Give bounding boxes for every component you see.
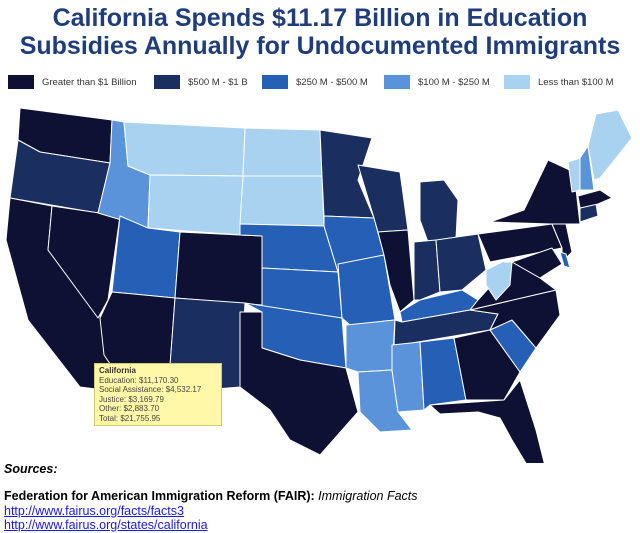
state-ga[interactable] <box>453 329 521 401</box>
state-ny[interactable] <box>489 159 581 225</box>
tooltip-education: Education: $11,170.30 <box>99 375 179 385</box>
map-legend: Greater than $1 Billion $500 M - $1 B $2… <box>8 74 638 92</box>
tooltip-state-name: California <box>99 366 136 375</box>
legend-label-tier-1: Greater than $1 Billion <box>42 76 137 88</box>
state-md[interactable] <box>511 247 563 279</box>
tooltip-total: Total: $21,755.95 <box>99 413 161 423</box>
state-ma[interactable] <box>577 189 613 209</box>
legend-item-tier-4: $100 M - $250 M <box>384 74 490 90</box>
legend-swatch-tier-3 <box>262 75 288 89</box>
title-line-2: Subsidies Annually for Undocumented Immi… <box>19 32 621 60</box>
legend-label-tier-2: $500 M - $1 B <box>188 76 248 88</box>
state-al[interactable] <box>419 337 467 411</box>
state-wy[interactable] <box>147 174 244 236</box>
legend-label-tier-5: Less than $100 M <box>538 76 614 88</box>
state-co[interactable] <box>174 231 263 306</box>
legend-item-tier-5: Less than $100 M <box>504 74 614 90</box>
state-wv[interactable] <box>485 261 513 301</box>
state-ms[interactable] <box>391 341 425 413</box>
legend-swatch-tier-5 <box>504 75 530 89</box>
state-nc[interactable] <box>469 289 561 349</box>
state-tx[interactable] <box>239 311 359 456</box>
tooltip-other: Other: $2,883.70 <box>99 404 160 414</box>
sources-heading: Sources: <box>4 462 58 476</box>
legend-item-tier-2: $500 M - $1 B <box>154 74 248 90</box>
tooltip-social-assistance: Social Assistance: $4,532.17 <box>99 385 202 395</box>
legend-swatch-tier-1 <box>8 75 34 89</box>
state-de[interactable] <box>559 251 571 269</box>
state-fl[interactable] <box>429 379 546 463</box>
us-choropleth-map <box>5 107 633 463</box>
state-mt[interactable] <box>123 121 246 177</box>
state-nd[interactable] <box>242 127 323 177</box>
legend-label-tier-4: $100 M - $250 M <box>418 76 490 88</box>
state-oh[interactable] <box>435 233 487 293</box>
legend-item-tier-1: Greater than $1 Billion <box>8 74 137 90</box>
source-link-facts[interactable]: http://www.fairus.org/facts/facts3 <box>4 504 184 518</box>
legend-swatch-tier-2 <box>154 75 180 89</box>
california-tooltip: California Education: $11,170.30 Social … <box>94 363 222 426</box>
tooltip-justice: Justice: $3,169.79 <box>99 394 164 404</box>
state-sd[interactable] <box>239 175 325 227</box>
source-doc: Immigration Facts <box>318 489 418 503</box>
state-in[interactable] <box>413 239 441 301</box>
source-citation: Federation for American Immigration Refo… <box>4 489 418 503</box>
legend-item-tier-3: $250 M - $500 M <box>262 74 368 90</box>
state-nh[interactable] <box>579 145 595 191</box>
map-title: California Spends $11.17 Billion in Educ… <box>0 4 640 60</box>
legend-swatch-tier-4 <box>384 75 410 89</box>
source-org: Federation for American Immigration Refo… <box>4 489 315 503</box>
source-link-california[interactable]: http://www.fairus.org/states/california <box>4 518 208 532</box>
state-mi[interactable] <box>419 179 459 243</box>
state-ar[interactable] <box>345 319 396 373</box>
title-line-1: California Spends $11.17 Billion in Educ… <box>52 4 588 32</box>
sources-label: Sources: <box>4 462 58 476</box>
state-me[interactable] <box>587 109 633 181</box>
legend-label-tier-3: $250 M - $500 M <box>296 76 368 88</box>
